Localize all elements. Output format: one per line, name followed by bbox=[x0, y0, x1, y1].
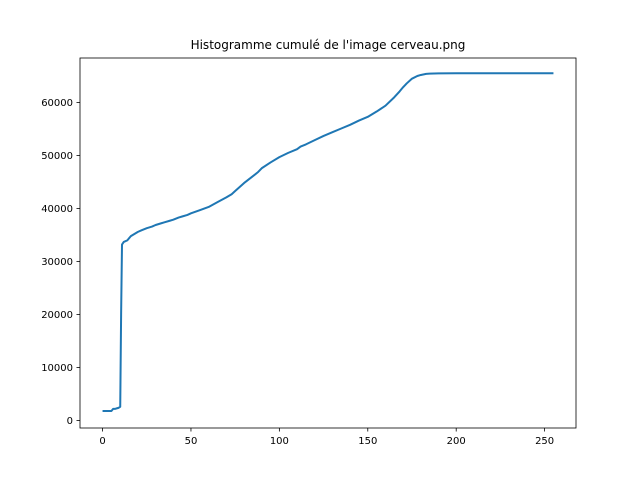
series-layer bbox=[102, 72, 554, 413]
x-tick-label: 50 bbox=[185, 436, 198, 447]
x-tick-label: 200 bbox=[447, 436, 466, 447]
x-tick-label: 0 bbox=[99, 436, 105, 447]
ticks-layer: 0 50 100 150 200 250 0 10000 20000 30000 40000 5000… bbox=[41, 98, 554, 447]
y-tick-label: 30000 bbox=[41, 257, 73, 268]
chart-title: Histogramme cumulé de l'image cerveau.pn… bbox=[191, 38, 466, 52]
x-tick-label: 100 bbox=[270, 436, 289, 447]
y-tick-label: 20000 bbox=[41, 310, 73, 321]
y-tick-label: 10000 bbox=[41, 363, 73, 374]
y-tick-label: 50000 bbox=[41, 151, 73, 162]
y-tick-label: 40000 bbox=[41, 204, 73, 215]
x-tick-label: 150 bbox=[358, 436, 377, 447]
series-line-0 bbox=[102, 72, 554, 413]
y-tick-label: 60000 bbox=[41, 98, 73, 109]
plot-frame bbox=[79, 57, 577, 429]
y-tick-label: 0 bbox=[67, 416, 73, 427]
x-tick-label: 250 bbox=[535, 436, 554, 447]
